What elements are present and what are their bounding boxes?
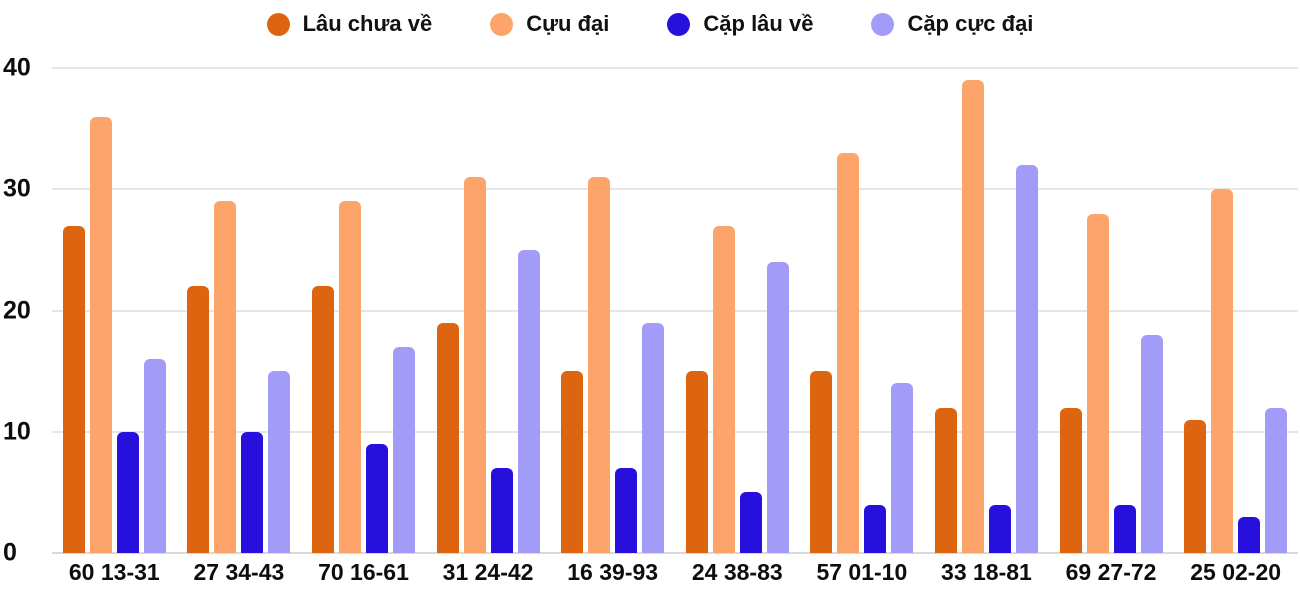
bar-series0-cat5[interactable] — [685, 371, 708, 553]
bar-group-2 — [301, 68, 426, 553]
x-axis-category-label: 27 34-43 — [193, 559, 285, 585]
bar-series2-cat6[interactable] — [864, 504, 887, 553]
bar-group-9 — [1173, 68, 1298, 553]
bar-series1-cat6[interactable] — [837, 152, 860, 553]
legend-color-dot-icon — [871, 12, 895, 36]
legend-color-dot-icon — [490, 12, 514, 36]
bar-series3-cat8[interactable] — [1140, 334, 1163, 553]
bar-group-0 — [52, 68, 177, 553]
bar-series1-cat8[interactable] — [1086, 213, 1109, 553]
x-axis-category-label: 33 18-81 — [941, 559, 1032, 585]
legend-color-dot-icon — [266, 12, 290, 36]
bar-series3-cat9[interactable] — [1265, 407, 1288, 553]
y-axis-tick-label: 0 — [3, 538, 17, 567]
bar-series2-cat7[interactable] — [988, 504, 1011, 553]
x-axis-category-label: 24 38-83 — [691, 559, 783, 585]
plot-area — [52, 67, 1298, 554]
bar-group-3 — [426, 68, 551, 553]
bar-series1-cat1[interactable] — [214, 201, 237, 553]
bar-series3-cat5[interactable] — [766, 262, 789, 553]
bar-series2-cat9[interactable] — [1238, 516, 1261, 553]
bar-series2-cat5[interactable] — [739, 492, 762, 553]
y-axis-tick-label: 40 — [3, 53, 31, 82]
bar-series1-cat7[interactable] — [961, 80, 984, 553]
gridline — [52, 67, 1298, 69]
bar-series0-cat0[interactable] — [62, 225, 85, 553]
legend-item-2[interactable]: Cặp lâu về — [667, 11, 813, 37]
bar-series2-cat0[interactable] — [116, 431, 139, 553]
y-axis-tick-label: 30 — [3, 174, 31, 203]
bar-series3-cat1[interactable] — [268, 371, 291, 553]
bar-series3-cat3[interactable] — [517, 249, 540, 553]
bar-series0-cat1[interactable] — [187, 286, 210, 553]
bar-series3-cat7[interactable] — [1015, 165, 1038, 553]
bar-series0-cat2[interactable] — [311, 286, 334, 553]
x-axis-category-label: 70 16-61 — [318, 559, 409, 585]
chart-legend: Lâu chưa về Cựu đại Cặp lâu về Cặp cực đại — [0, 5, 1300, 43]
bar-groups — [52, 68, 1298, 553]
x-axis-category-label: 60 13-31 — [68, 559, 160, 585]
bar-series2-cat1[interactable] — [241, 431, 264, 553]
bar-group-1 — [177, 68, 302, 553]
x-axis-category-label: 31 24-42 — [442, 559, 534, 585]
bar-series0-cat4[interactable] — [561, 371, 584, 553]
gridline — [52, 188, 1298, 191]
bar-group-4 — [550, 68, 675, 553]
y-axis-tick-label: 10 — [3, 417, 31, 446]
bar-group-5 — [675, 68, 800, 553]
bar-series0-cat3[interactable] — [436, 322, 459, 553]
bar-series0-cat6[interactable] — [810, 371, 833, 553]
gridline — [52, 309, 1298, 312]
legend-color-dot-icon — [667, 12, 691, 36]
x-axis-category-label: 25 02-20 — [1190, 559, 1282, 585]
bar-series1-cat4[interactable] — [588, 177, 611, 553]
axis-baseline — [52, 552, 1298, 554]
bar-series0-cat7[interactable] — [934, 407, 957, 553]
legend-item-1[interactable]: Cựu đại — [490, 11, 609, 37]
bar-series2-cat8[interactable] — [1113, 504, 1136, 553]
x-axis-category-label: 57 01-10 — [816, 559, 908, 585]
x-axis-category-label: 16 39-93 — [567, 559, 659, 585]
bar-series1-cat5[interactable] — [712, 225, 735, 553]
x-axis: 60 13-31 27 34-43 70 16-61 31 24-42 16 39-93… — [52, 559, 1298, 586]
bar-series2-cat3[interactable] — [490, 468, 513, 553]
bar-series0-cat9[interactable] — [1184, 419, 1207, 553]
x-axis-category-label: 69 27-72 — [1065, 559, 1157, 585]
legend-label: Lâu chưa về — [302, 11, 433, 36]
legend-label: Cặp lâu về — [703, 11, 814, 36]
gridline — [52, 430, 1298, 433]
legend-item-3[interactable]: Cặp cực đại — [871, 11, 1033, 37]
bar-series2-cat4[interactable] — [615, 468, 638, 553]
bar-group-8 — [1049, 68, 1174, 553]
legend-item-0[interactable]: Lâu chưa về — [266, 11, 433, 37]
bar-series3-cat2[interactable] — [392, 346, 415, 553]
y-axis-tick-label: 20 — [3, 296, 31, 324]
bar-group-6 — [800, 68, 925, 553]
bar-group-7 — [924, 68, 1049, 553]
bar-series1-cat3[interactable] — [463, 177, 486, 553]
bar-series3-cat6[interactable] — [891, 383, 914, 553]
bar-series2-cat2[interactable] — [365, 443, 388, 553]
bar-series3-cat0[interactable] — [143, 359, 166, 553]
legend-label: Cặp cực đại — [907, 11, 1034, 36]
bar-series1-cat9[interactable] — [1211, 189, 1234, 553]
legend-label: Cựu đại — [526, 11, 610, 36]
bar-series1-cat0[interactable] — [89, 116, 112, 553]
bar-series3-cat4[interactable] — [642, 322, 665, 553]
bar-series0-cat8[interactable] — [1059, 407, 1082, 553]
bar-series1-cat2[interactable] — [338, 201, 361, 553]
